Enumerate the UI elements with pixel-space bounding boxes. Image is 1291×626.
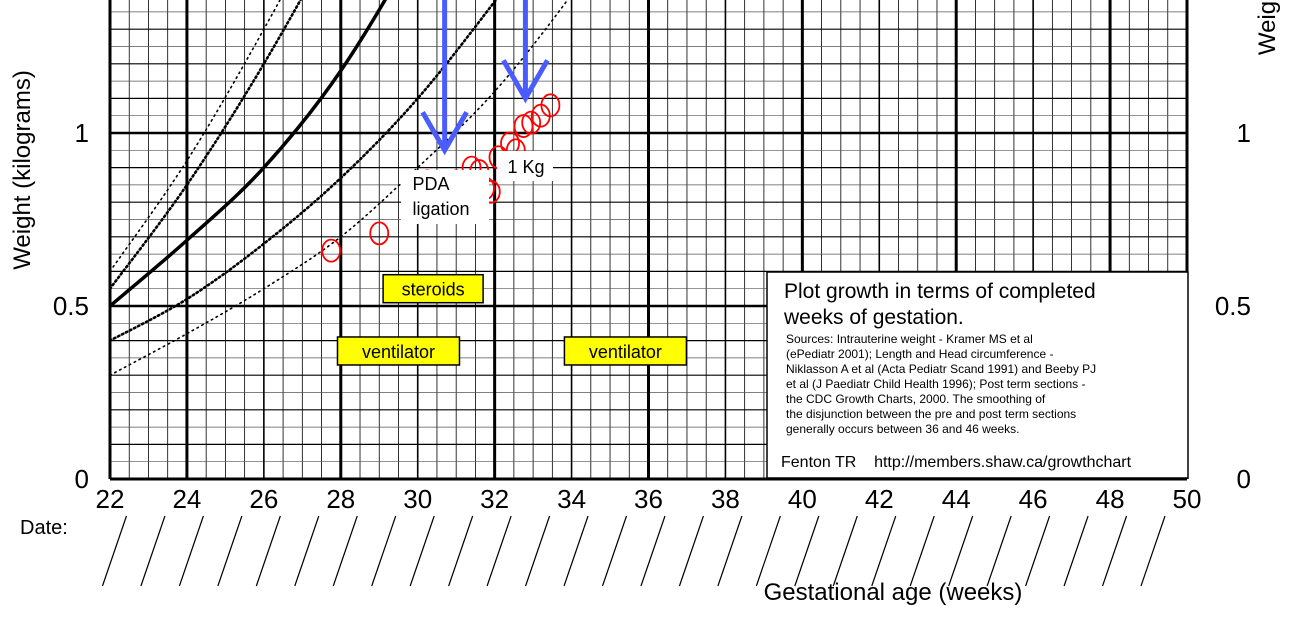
annotation-pda-label: PDA ligation [401,170,489,224]
date-slash [563,515,589,587]
curve-97th-percentile [110,0,281,273]
legend-box: Plot growth in terms of completed weeks … [766,271,1189,479]
date-slash [140,515,166,587]
date-slash [948,515,974,587]
annotation-1kg-label: 1 Kg [497,151,553,181]
x-tick-label: 30 [403,484,432,514]
date-row [101,515,1166,587]
legend-source-line-7: generally occurs between 36 and 46 weeks… [786,422,1019,436]
y-tick-label-right: 1 [1237,118,1251,148]
date-slash [986,515,1012,587]
date-slash [909,515,935,587]
curve-3rd-percentile [110,0,569,376]
x-axis-title: Gestational age (weeks) [764,579,1023,606]
date-slash [717,515,743,587]
legend-source-line-3: Niklasson A et al (Acta Pediatr Scand 19… [786,362,1096,376]
date-label: Date: [20,517,68,539]
x-tick-label: 50 [1173,484,1202,514]
date-slash [294,515,320,587]
y-axis-title: Weight (kilograms) [9,70,36,270]
measurement-point [521,110,542,135]
date-slash [640,515,666,587]
x-tick-label: 22 [96,484,125,514]
measurement-point [513,114,534,138]
date-slash [448,515,474,587]
y-axis-left: 00.511.522.5 [53,118,89,494]
date-slash [871,515,897,587]
date-slash [409,515,435,587]
highlight-label: steroids [402,280,465,300]
highlight-labels: steroids ventilator ventilator [336,273,688,366]
x-tick-label: 42 [865,484,894,514]
curve-10th-percentile [110,0,498,342]
date-slash [794,515,820,587]
date-slash [678,515,704,587]
date-slash [101,515,128,587]
date-slash [217,515,243,587]
date-slash [1101,515,1128,587]
y-tick-label-left: 0 [75,464,89,494]
x-tick-label: 38 [711,484,740,514]
highlight-bg [563,336,688,366]
arrow-head-pda [420,111,469,156]
date-slash [755,515,781,587]
highlight-label: ventilator [362,342,435,362]
curve-50th-percentile [110,0,388,308]
x-tick-label: 44 [942,484,971,514]
date-slash [178,515,204,587]
measurement-point [369,221,390,246]
legend-heading-line-1: Plot growth in terms of completed [784,280,1096,303]
curve-90th-percentile [110,0,303,290]
annotation-pda-line-2: ligation [412,199,469,219]
legend-source-line-1: Sources: Intrauterine weight - Kramer MS… [786,332,1033,346]
annotation-arrows [420,0,550,156]
y-tick-label-right: 0 [1237,464,1251,494]
x-axis: 22 24 26 28 30 32 34 36 38 40 42 44 46 48 50 [96,484,1202,514]
annotation-pda-bg [401,170,489,224]
highlight-bg [336,336,461,366]
legend-box-frame [766,271,1189,479]
y-tick-label-left: 1 [75,118,89,148]
percentile-curves [110,0,569,376]
y-tick-label-left: 0.5 [53,291,89,321]
x-tick-label: 34 [557,484,586,514]
legend-source-line-6: the disjunction between the pre and post… [786,407,1076,421]
date-slash [371,515,397,587]
y-axis-title-right: Weight [1254,0,1281,55]
date-slash [1063,515,1089,587]
x-tick-label: 48 [1096,484,1125,514]
measurement-point [321,238,342,263]
x-tick-label: 24 [172,484,201,514]
y-axis-right: 00.511.522.5 [1215,118,1251,494]
annotation-1kg-bg [497,151,553,181]
annotation-pda-line-1: PDA [412,174,449,194]
date-slash [1140,515,1166,587]
y-tick-label-right: 0.5 [1215,291,1251,321]
date-slash [601,515,628,587]
x-tick-label: 32 [480,484,509,514]
highlight-bg [382,273,484,304]
date-slash [525,515,551,587]
date-slash [255,515,281,587]
legend-credit: Fenton TR http://members.shaw.ca/growthc… [781,454,1132,471]
x-tick-label: 46 [1019,484,1048,514]
date-slash [332,515,358,587]
measurement-point [540,93,561,118]
x-tick-label: 26 [249,484,278,514]
x-tick-label: 28 [326,484,355,514]
arrow-head-onekg [501,59,550,104]
date-slash [832,515,858,587]
annotation-1kg-text: 1 Kg [507,157,544,177]
legend-source-line-5: the CDC Growth Charts, 2000. The smoothi… [786,392,1046,406]
legend-heading-line-2: weeks of gestation. [783,306,964,329]
date-slash [1025,515,1051,587]
date-slash [486,515,512,587]
x-tick-label: 36 [634,484,663,514]
highlight-label: ventilator [589,342,662,362]
x-tick-label: 40 [788,484,817,514]
legend-source-line-4: et al (J Paediatr Child Health 1996); Po… [786,377,1085,391]
legend-source-line-2: (ePediatr 2001); Length and Head circumf… [786,347,1054,361]
